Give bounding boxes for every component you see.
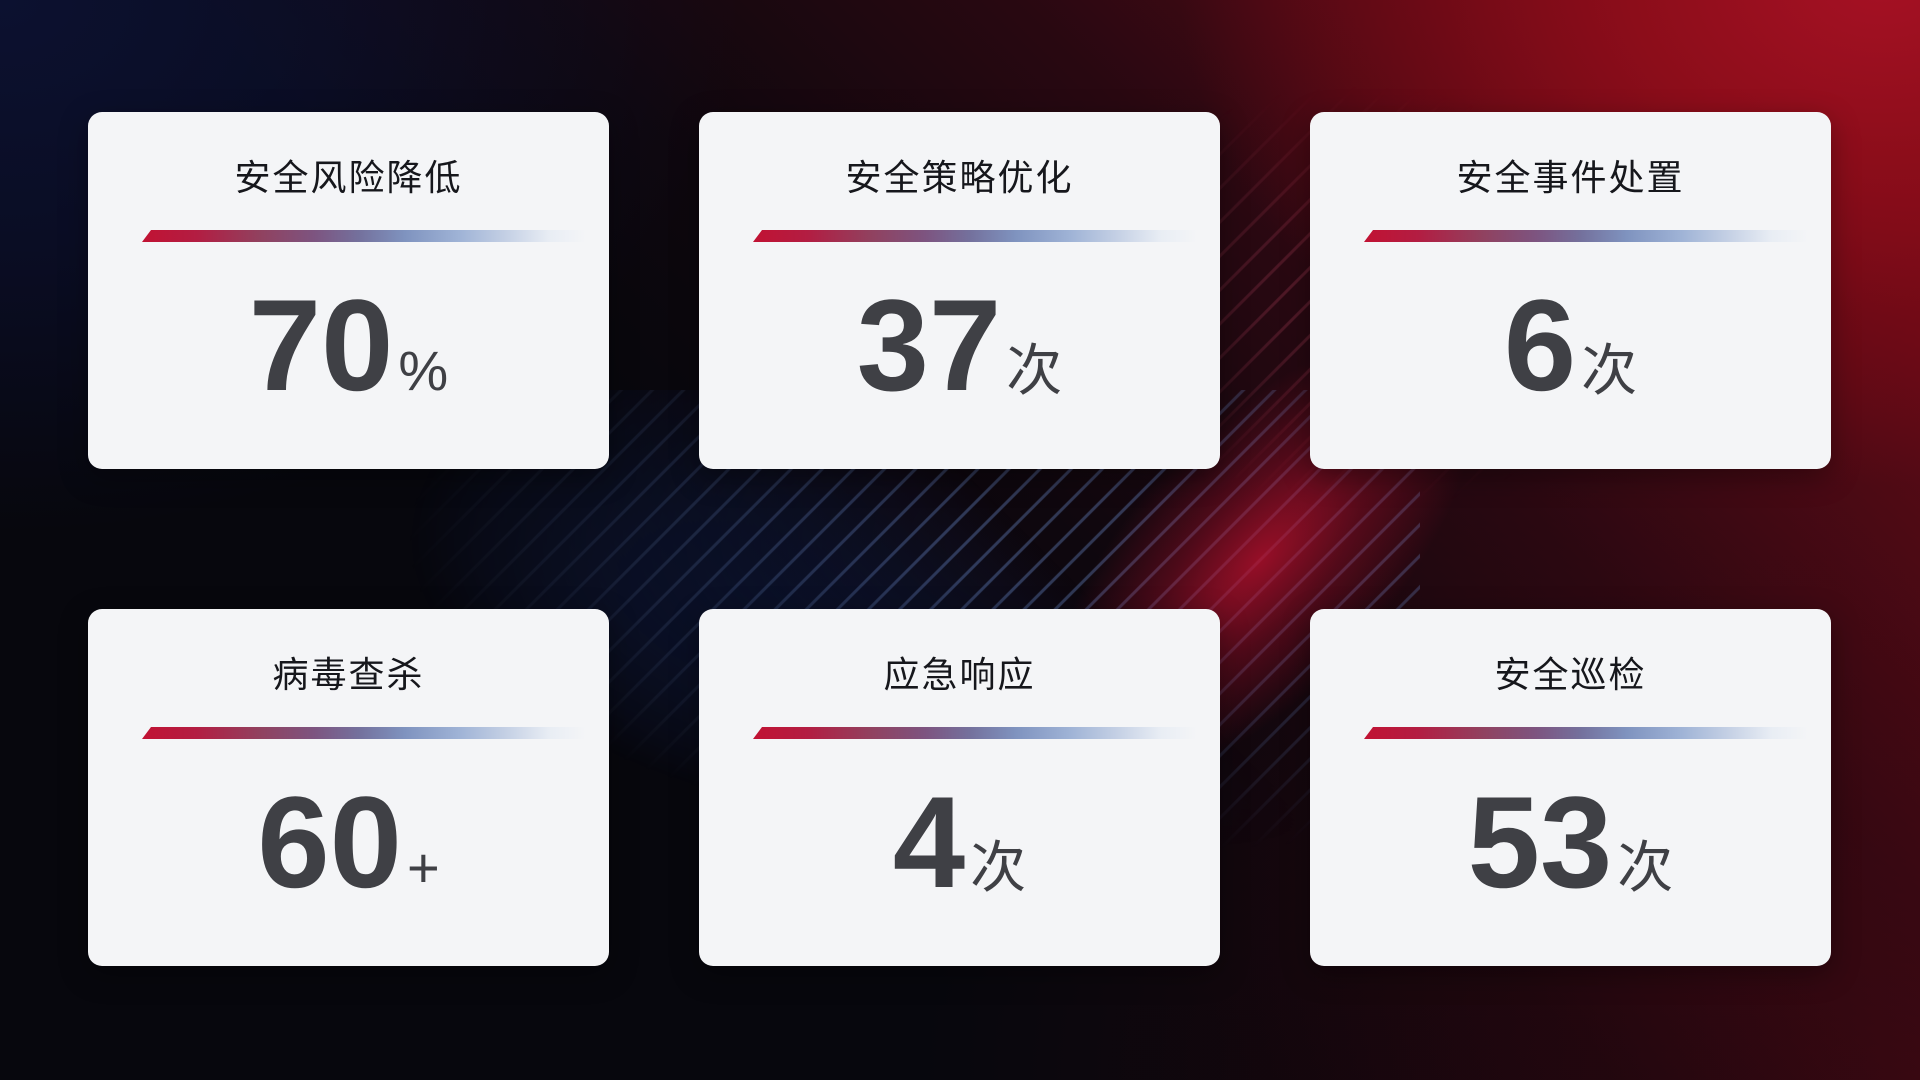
card-divider bbox=[1364, 727, 1817, 739]
stat-card-incident-handling: 安全事件处置 6 次 bbox=[1310, 112, 1831, 469]
card-value-row: 53 次 bbox=[1310, 777, 1831, 907]
stat-card-emergency-response: 应急响应 4 次 bbox=[699, 609, 1220, 966]
card-value: 53 bbox=[1467, 769, 1613, 915]
card-unit: + bbox=[406, 836, 440, 899]
stat-card-virus-scan: 病毒查杀 60 + bbox=[88, 609, 609, 966]
card-divider bbox=[1364, 230, 1817, 242]
card-value-row: 4 次 bbox=[699, 777, 1220, 907]
card-title: 安全事件处置 bbox=[1456, 157, 1685, 198]
card-value: 60 bbox=[257, 769, 402, 915]
stat-card-policy-optimization: 安全策略优化 37 次 bbox=[699, 112, 1220, 469]
card-divider bbox=[142, 230, 595, 242]
card-value: 37 bbox=[856, 272, 1002, 418]
card-value-row: 37 次 bbox=[699, 280, 1220, 410]
card-unit: % bbox=[398, 339, 449, 402]
card-unit: 次 bbox=[970, 836, 1027, 899]
card-value-row: 70 % bbox=[88, 280, 609, 410]
card-value: 6 bbox=[1503, 272, 1577, 418]
card-value-row: 6 次 bbox=[1310, 280, 1831, 410]
card-title: 安全风险降低 bbox=[234, 157, 463, 198]
card-title: 应急响应 bbox=[883, 654, 1036, 695]
card-divider bbox=[142, 727, 595, 739]
card-value: 70 bbox=[248, 272, 394, 418]
card-unit: 次 bbox=[1581, 339, 1638, 402]
card-unit: 次 bbox=[1617, 836, 1674, 899]
card-title: 安全策略优化 bbox=[845, 157, 1074, 198]
stat-card-security-risk-reduction: 安全风险降低 70 % bbox=[88, 112, 609, 469]
stat-card-security-inspection: 安全巡检 53 次 bbox=[1310, 609, 1831, 966]
stat-card-grid: 安全风险降低 70 % 安全策略优化 37 次 安全事件处置 6 次 病毒查 bbox=[88, 112, 1831, 966]
card-unit: 次 bbox=[1006, 339, 1063, 402]
card-divider bbox=[753, 727, 1206, 739]
card-title: 安全巡检 bbox=[1494, 654, 1647, 695]
card-value-row: 60 + bbox=[88, 777, 609, 907]
card-title: 病毒查杀 bbox=[272, 654, 425, 695]
card-value: 4 bbox=[892, 769, 966, 915]
card-divider bbox=[753, 230, 1206, 242]
